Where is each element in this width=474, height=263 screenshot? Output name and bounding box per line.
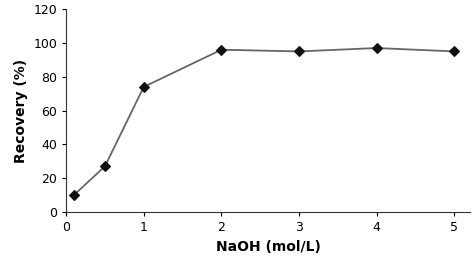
X-axis label: NaOH (mol/L): NaOH (mol/L) [216, 240, 320, 254]
Y-axis label: Recovery (%): Recovery (%) [14, 58, 27, 163]
